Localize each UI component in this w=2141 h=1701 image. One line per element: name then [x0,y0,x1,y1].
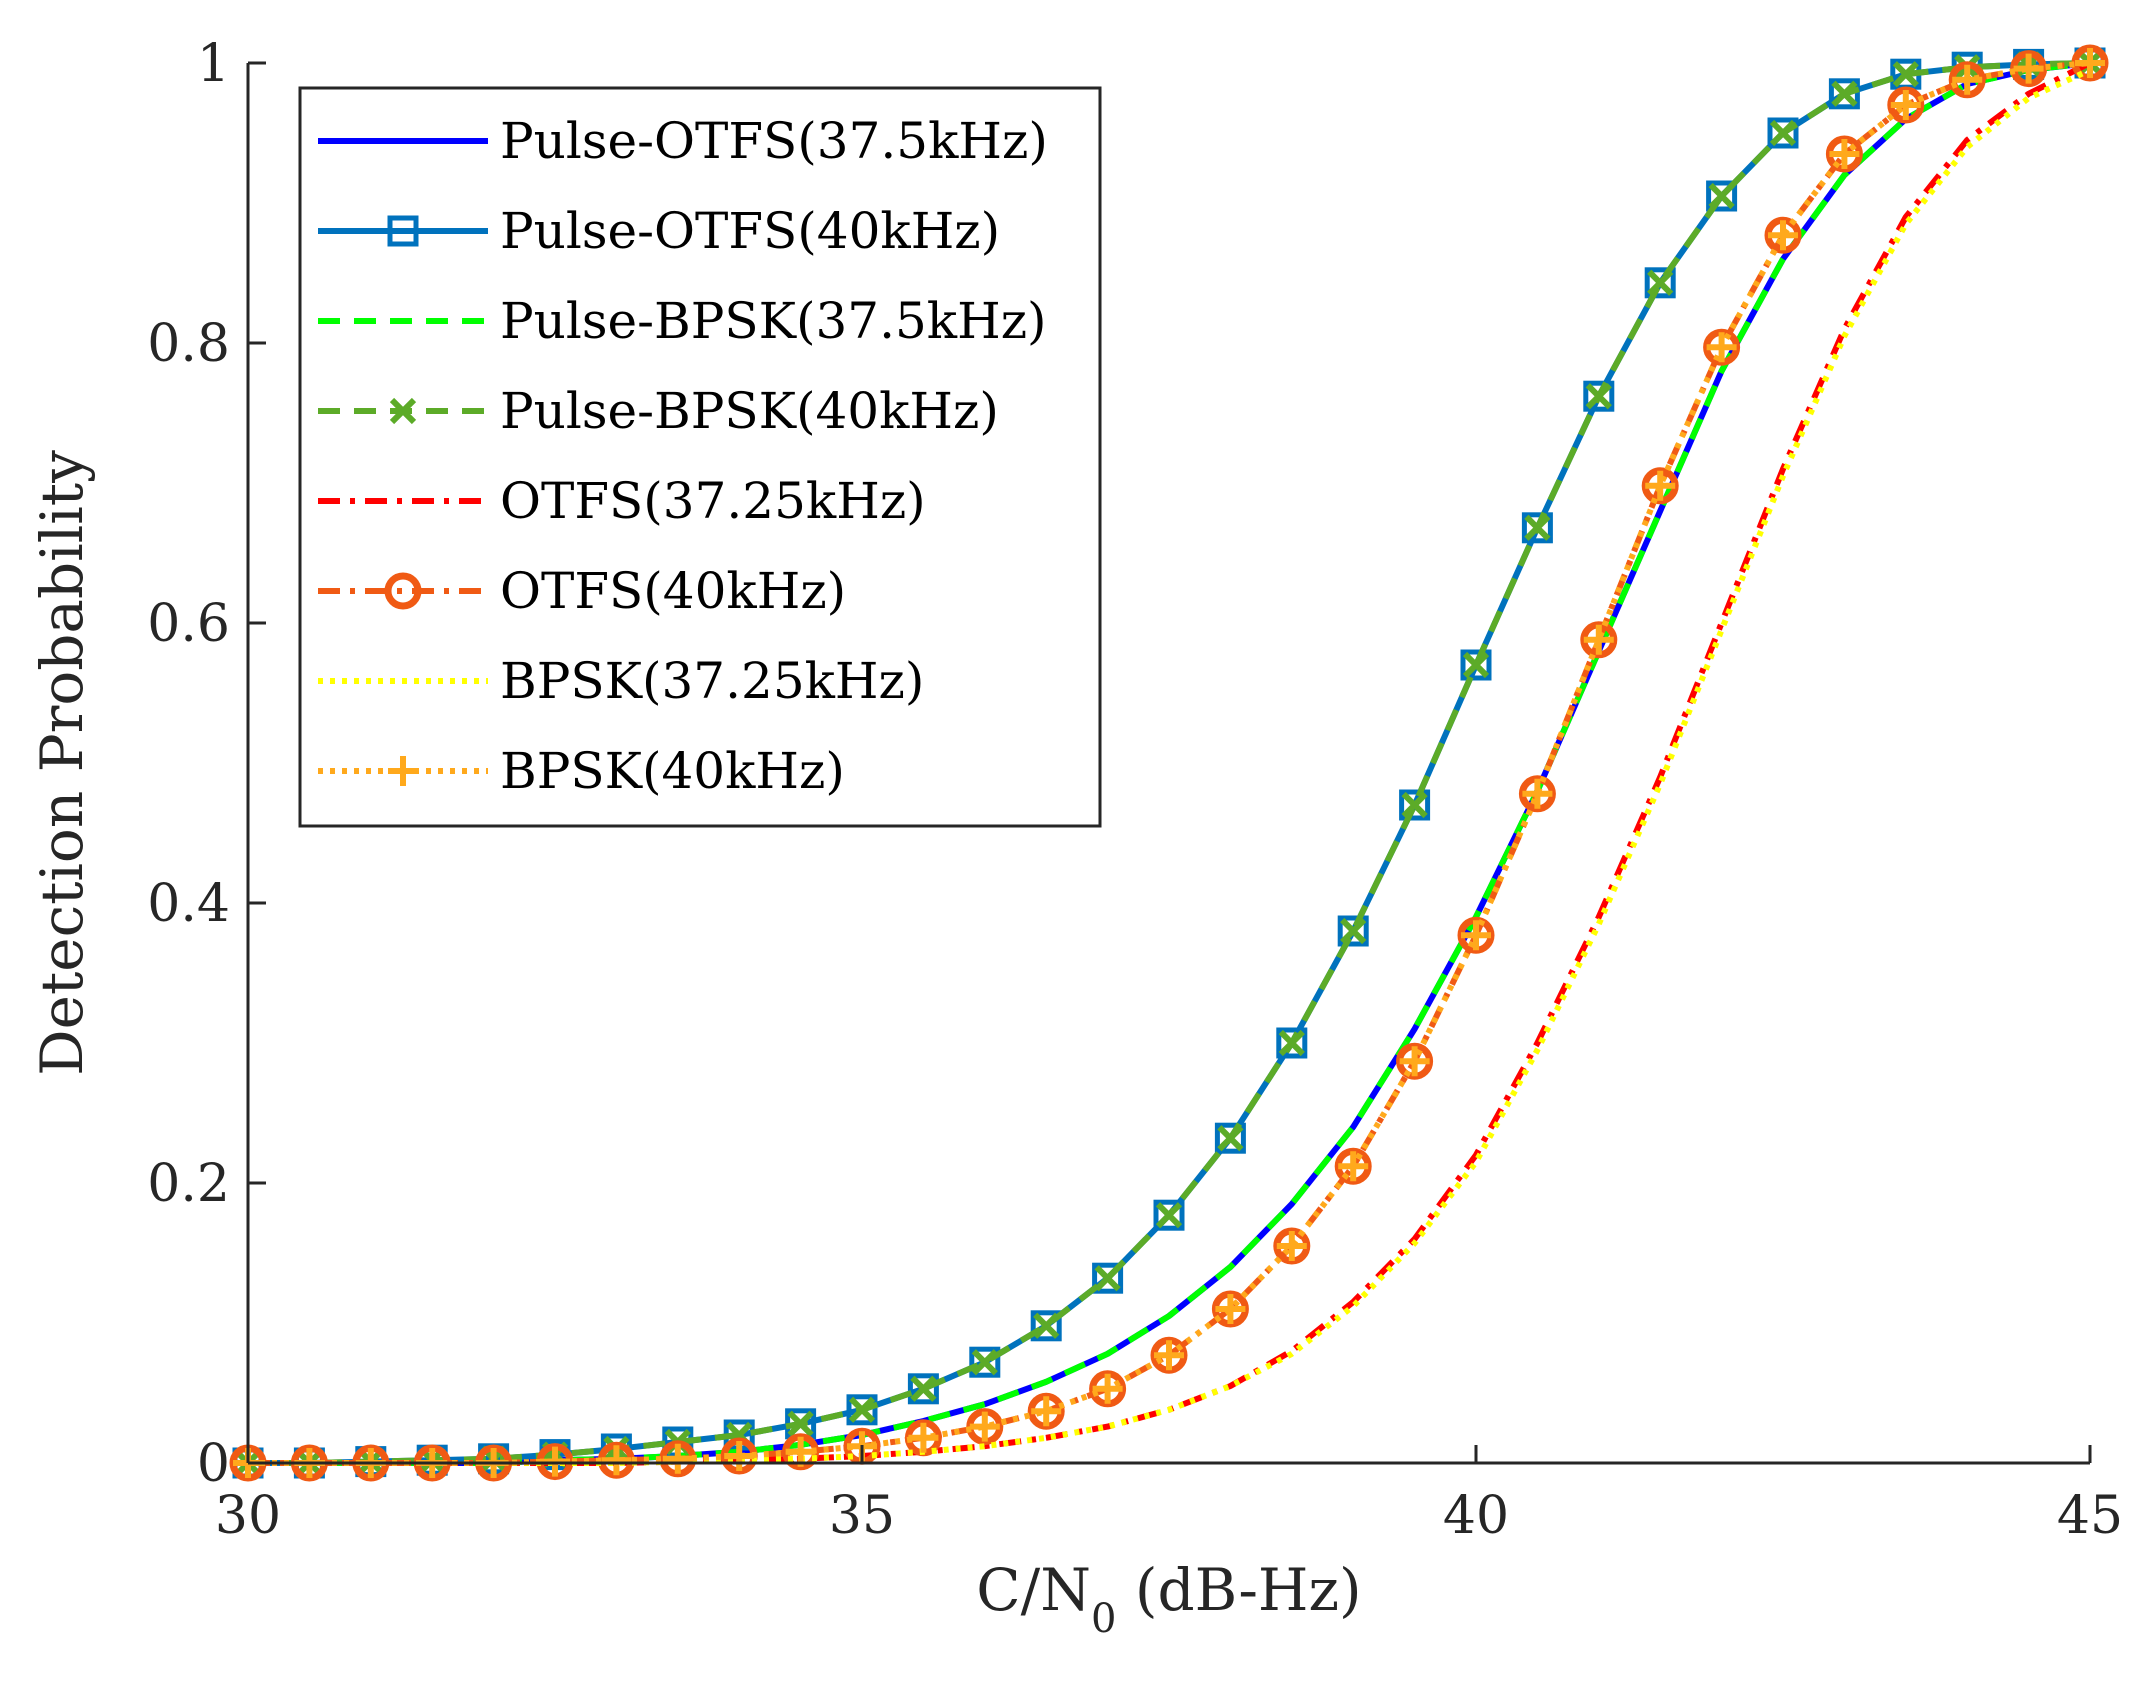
data-point-3-14 [1094,1265,1121,1292]
data-point-1-18 [1337,915,1369,947]
data-point-7-20 [1461,920,1491,951]
series-layer [229,44,2109,1482]
data-point-7-21 [1522,778,1553,809]
legend-label-0: Pulse-OTFS(37.5kHz) [500,112,1048,170]
y-tick-label-5: 1 [197,34,230,94]
data-point-7-18 [1338,1151,1369,1182]
y-tick-label-1: 0.2 [147,1154,230,1214]
data-point-7-23 [1645,470,1676,501]
x-tick-label-3: 45 [2057,1486,2123,1546]
legend-label-7: BPSK(40kHz) [500,742,845,800]
data-point-3-27 [1892,61,1919,88]
data-point-3-13 [1033,1312,1060,1339]
x-tick-label-2: 40 [1443,1486,1509,1546]
data-point-1-25 [1767,117,1799,149]
data-point-1-11 [907,1373,939,1405]
legend-marker-7 [388,756,418,786]
data-point-1-19 [1399,789,1431,821]
data-point-1-13 [1030,1310,1062,1342]
y-tick-label-0: 0 [197,1434,230,1494]
data-point-7-17 [1276,1231,1307,1261]
y-tick-label-3: 0.6 [147,594,230,654]
data-point-1-15 [1153,1199,1185,1231]
data-point-7-29 [2013,53,2044,84]
data-point-7-14 [1092,1373,1123,1404]
data-point-1-17 [1276,1027,1308,1059]
data-point-7-12 [969,1411,1000,1442]
data-point-3-22 [1585,383,1612,410]
data-point-3-18 [1340,917,1367,945]
data-point-1-12 [969,1346,1001,1378]
data-point-1-20 [1460,649,1492,681]
data-point-7-22 [1583,624,1614,655]
y-tick-label-4: 0.8 [147,314,230,374]
data-point-3-12 [971,1349,998,1376]
data-point-7-16 [1215,1294,1246,1324]
data-point-7-26 [1829,139,1860,169]
data-point-3-10 [848,1396,876,1423]
x-axis-label: C/N0 (dB-Hz) [976,1556,1361,1642]
data-point-7-13 [1031,1396,1062,1427]
legend-marker-5 [384,572,422,610]
data-point-3-17 [1278,1029,1305,1057]
x-axis-label-subscript: 0 [1091,1596,1116,1642]
x-axis-label-main: C/N [976,1556,1091,1624]
series-line-6 [248,67,2092,1466]
y-tick-label-2: 0.4 [147,874,230,934]
data-point-3-19 [1401,791,1428,819]
data-point-1-23 [1644,267,1676,299]
legend-box [298,86,1102,828]
data-point-1-24 [1706,180,1738,212]
data-point-3-26 [1831,80,1858,107]
x-axis-label-unit: (dB-Hz) [1116,1556,1361,1624]
data-point-1-10 [846,1394,878,1426]
data-point-3-23 [1647,269,1674,296]
data-point-3-21 [1524,514,1551,541]
data-point-7-19 [1399,1046,1430,1077]
data-point-3-16 [1217,1125,1244,1152]
data-point-1-14 [1092,1262,1124,1294]
data-point-1-22 [1583,380,1615,412]
data-point-7-15 [1154,1340,1184,1371]
legend-label-2: Pulse-BPSK(37.5kHz) [500,292,1047,350]
legend-label-3: Pulse-BPSK(40kHz) [500,382,999,440]
data-point-7-28 [1952,64,1983,95]
data-point-7-7 [662,1443,693,1474]
data-point-1-16 [1214,1122,1246,1154]
data-point-3-9 [787,1410,814,1437]
data-point-3-24 [1708,182,1735,210]
legend: Pulse-OTFS(37.5kHz) Pulse-OTFS(40kHz) Puls… [298,86,1102,828]
data-point-7-27 [1890,90,1921,120]
data-point-7-24 [1706,332,1737,363]
data-point-7-11 [908,1422,939,1453]
x-tick-label-0: 30 [215,1486,281,1546]
data-point-1-26 [1828,78,1860,110]
y-axis-label: Detection Probability [28,450,96,1076]
data-point-3-11 [910,1375,937,1402]
data-point-3-15 [1155,1202,1183,1229]
data-point-7-30 [2075,48,2105,78]
legend-label-5: OTFS(40kHz) [500,562,846,620]
data-point-1-21 [1521,512,1553,544]
data-point-7-25 [1768,220,1798,251]
data-point-3-20 [1462,651,1490,679]
legend-label-1: Pulse-OTFS(40kHz) [500,202,1000,260]
data-point-7-8 [724,1441,755,1471]
x-tick-label-1: 35 [829,1486,895,1546]
data-point-7-6 [601,1445,632,1476]
legend-label-6: BPSK(37.25kHz) [500,652,924,710]
legend-marker-1 [387,215,419,247]
legend-marker-3 [389,397,417,425]
data-point-3-25 [1769,119,1797,147]
legend-label-4: OTFS(37.25kHz) [500,472,926,530]
